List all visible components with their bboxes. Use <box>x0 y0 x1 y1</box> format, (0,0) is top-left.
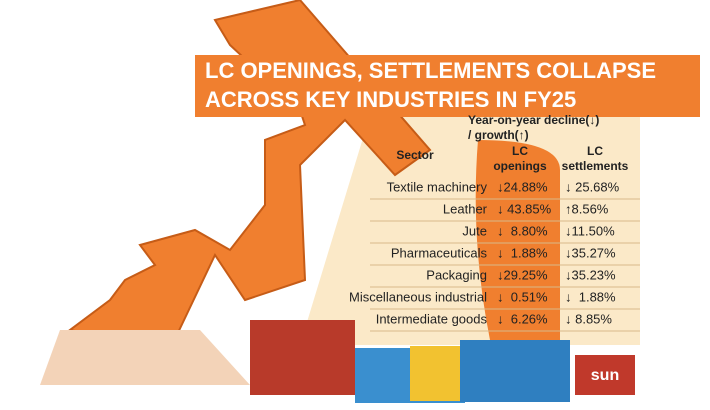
legend: / growth(↑) <box>468 128 529 142</box>
title-banner <box>195 55 700 117</box>
lc-settlements: ↓35.23% <box>565 267 616 282</box>
container <box>575 355 635 395</box>
sector: Packaging <box>426 267 487 282</box>
column-header: openings <box>493 159 547 173</box>
container <box>250 320 355 395</box>
column-header: LC <box>587 144 603 158</box>
lc-settlements: ↓ 8.85% <box>565 311 612 326</box>
column-header: Sector <box>396 148 434 162</box>
lc-settlements: ↓ 25.68% <box>565 179 620 194</box>
sector: Leather <box>443 201 488 216</box>
lc-settlements: ↑8.56% <box>565 201 609 216</box>
lc-settlements: ↓35.27% <box>565 245 616 260</box>
lc-openings: ↓ 43.85% <box>497 201 552 216</box>
lc-settlements: ↓ 1.88% <box>565 289 616 304</box>
logo: sun <box>591 367 619 384</box>
lc-openings: ↓ 8.80% <box>497 223 548 238</box>
sector: Pharmaceuticals <box>391 245 488 260</box>
lc-openings: ↓ 6.26% <box>497 311 548 326</box>
rubble <box>40 330 250 385</box>
sector: Jute <box>462 223 487 238</box>
container <box>460 340 570 402</box>
lc-openings: ↓ 1.88% <box>497 245 548 260</box>
sector: Miscellaneous industrial <box>349 289 487 304</box>
lc-openings: ↓24.88% <box>497 179 548 194</box>
title: ACROSS KEY INDUSTRIES IN FY25 <box>205 87 576 112</box>
lc-openings: ↓29.25% <box>497 267 548 282</box>
sector: Intermediate goods <box>376 311 488 326</box>
openings-column <box>475 140 560 340</box>
title: LC OPENINGS, SETTLEMENTS COLLAPSE <box>205 58 656 83</box>
column-header: LC <box>512 144 528 158</box>
column-header: settlements <box>562 159 629 173</box>
lc-settlements: ↓11.50% <box>565 223 615 238</box>
lc-openings: ↓ 0.51% <box>497 289 548 304</box>
legend: Year-on-year decline(↓) <box>468 113 599 127</box>
sector: Textile machinery <box>387 179 488 194</box>
